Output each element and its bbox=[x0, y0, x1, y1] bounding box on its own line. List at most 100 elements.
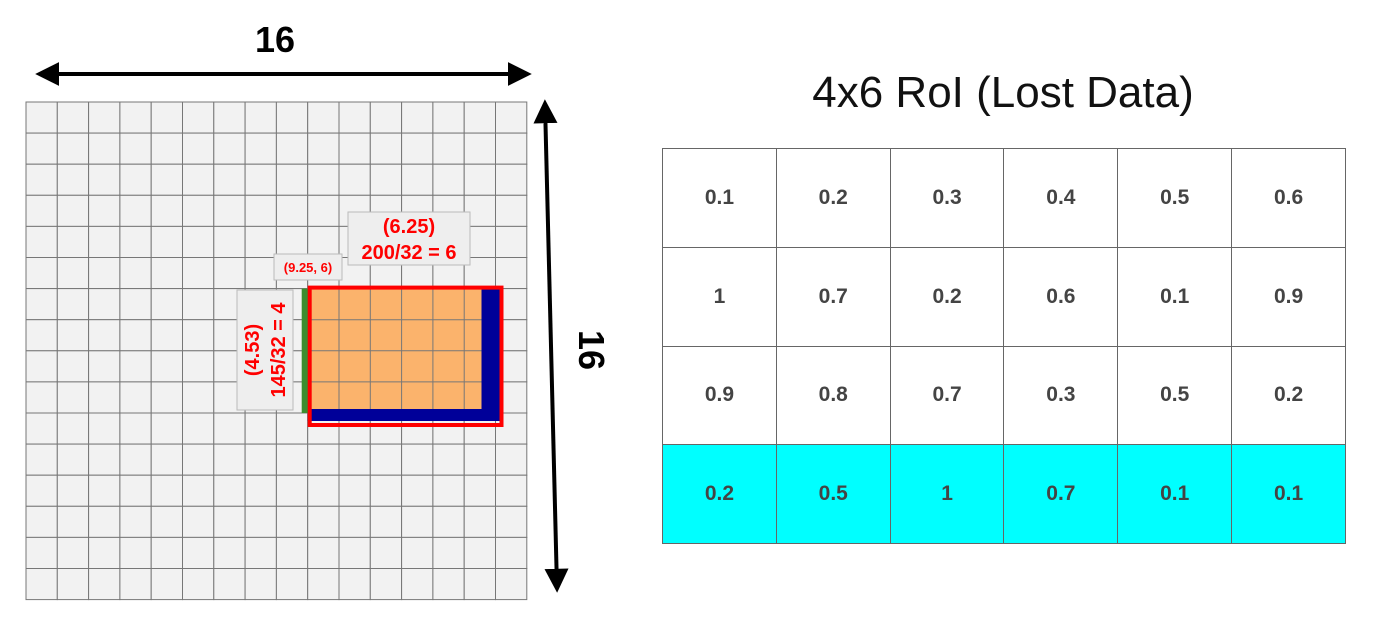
grid-cell bbox=[463, 505, 497, 538]
table-row: 0.9 0.8 0.7 0.3 0.5 0.2 bbox=[662, 345, 1346, 446]
grid-cell bbox=[307, 101, 340, 134]
grid-cell bbox=[119, 505, 152, 538]
table-cell: 1 bbox=[662, 246, 777, 347]
grid-cell bbox=[495, 163, 528, 196]
grid-cell bbox=[338, 101, 371, 134]
grid-cell bbox=[182, 536, 215, 570]
grid-cell bbox=[182, 568, 215, 601]
grid-cell bbox=[275, 412, 309, 445]
grid-cell bbox=[88, 568, 121, 601]
grid-cell bbox=[150, 443, 183, 476]
grid-cell bbox=[56, 288, 90, 321]
grid-cell bbox=[275, 101, 309, 134]
grid-cell bbox=[244, 412, 277, 445]
grid-cell bbox=[56, 194, 90, 227]
grid-cell bbox=[338, 443, 371, 476]
grid-cell bbox=[432, 474, 465, 507]
grid-cell bbox=[495, 194, 528, 227]
grid-cell bbox=[119, 381, 152, 414]
table-cell: 0.5 bbox=[775, 444, 891, 544]
grid-cell bbox=[119, 288, 152, 321]
grid-cell bbox=[244, 474, 277, 507]
table-cell: 0.2 bbox=[662, 444, 777, 544]
grid-cell bbox=[25, 163, 58, 196]
grid-cell bbox=[463, 474, 497, 507]
grid-cell bbox=[213, 101, 246, 134]
grid-cell bbox=[150, 257, 183, 290]
height-label: 16 bbox=[571, 330, 612, 370]
grid-cell bbox=[463, 101, 497, 134]
grid-cell bbox=[56, 132, 90, 165]
grid-cell bbox=[119, 412, 152, 445]
grid-cell bbox=[56, 101, 90, 134]
grid-cell bbox=[182, 163, 215, 196]
grid-cell bbox=[119, 163, 152, 196]
grid-cell bbox=[182, 474, 215, 507]
grid-cell bbox=[213, 132, 246, 165]
grid-cell bbox=[150, 163, 183, 196]
grid-cell bbox=[88, 288, 121, 321]
grid-cell bbox=[213, 505, 246, 538]
grid-cell bbox=[213, 474, 246, 507]
grid-cell bbox=[244, 225, 277, 258]
grid-cell bbox=[88, 474, 121, 507]
table-cell: 0.1 bbox=[1231, 444, 1346, 544]
grid-cell bbox=[244, 132, 277, 165]
grid-cell bbox=[182, 132, 215, 165]
grid-cell bbox=[213, 412, 246, 445]
grid-cell bbox=[56, 163, 90, 196]
grid-cell bbox=[338, 536, 371, 570]
grid-cell bbox=[88, 132, 121, 165]
grid-cell bbox=[432, 536, 465, 570]
grid-cell bbox=[88, 350, 121, 383]
grid-cell bbox=[88, 381, 121, 414]
grid-cell bbox=[182, 257, 215, 290]
grid-cell bbox=[150, 132, 183, 165]
grid-cell bbox=[56, 381, 90, 414]
lost-data-right-strip bbox=[481, 288, 500, 419]
table-cell: 0.9 bbox=[1231, 246, 1346, 347]
grid-cell bbox=[307, 132, 340, 165]
grid-cell bbox=[213, 163, 246, 196]
table-cell: 0.9 bbox=[662, 345, 777, 446]
table-cell: 0.1 bbox=[1117, 246, 1233, 347]
table-cell: 0.8 bbox=[775, 345, 891, 446]
grid-cell bbox=[182, 101, 215, 134]
grid-cell bbox=[244, 194, 277, 227]
grid-cell bbox=[307, 474, 340, 507]
width-calc-value: (6.25) bbox=[383, 216, 435, 238]
table-cell: 0.2 bbox=[889, 246, 1005, 347]
grid-cell bbox=[213, 443, 246, 476]
grid-cell bbox=[275, 132, 309, 165]
grid-cell bbox=[56, 257, 90, 290]
grid-cell bbox=[369, 536, 403, 570]
grid-cell bbox=[275, 194, 309, 227]
grid-cell bbox=[495, 443, 528, 476]
grid-cell bbox=[88, 257, 121, 290]
grid-cell bbox=[150, 350, 183, 383]
grid-cell bbox=[307, 163, 340, 196]
grid-cell bbox=[25, 412, 58, 445]
grid-cell bbox=[25, 319, 58, 352]
grid-cell bbox=[182, 412, 215, 445]
grid-cell bbox=[463, 443, 497, 476]
grid-cell bbox=[307, 194, 340, 227]
table-cell: 0.7 bbox=[775, 246, 891, 347]
grid-cell bbox=[119, 568, 152, 601]
grid-cell bbox=[213, 257, 246, 290]
grid-cell bbox=[495, 132, 528, 165]
roi-table-title: 4x6 RoI (Lost Data) bbox=[812, 68, 1194, 117]
grid-cell bbox=[401, 443, 434, 476]
grid-cell bbox=[432, 163, 465, 196]
grid-cell bbox=[244, 101, 277, 134]
grid-cell bbox=[182, 225, 215, 258]
height-calc-formula: 145/32 = 4 bbox=[268, 302, 290, 398]
grid-cell bbox=[495, 536, 528, 570]
lost-data-bottom-strip bbox=[307, 409, 500, 421]
grid-cell bbox=[495, 257, 528, 290]
grid-cell bbox=[369, 132, 403, 165]
grid-cell bbox=[150, 381, 183, 414]
grid-cell bbox=[463, 536, 497, 570]
grid-cell bbox=[182, 194, 215, 227]
